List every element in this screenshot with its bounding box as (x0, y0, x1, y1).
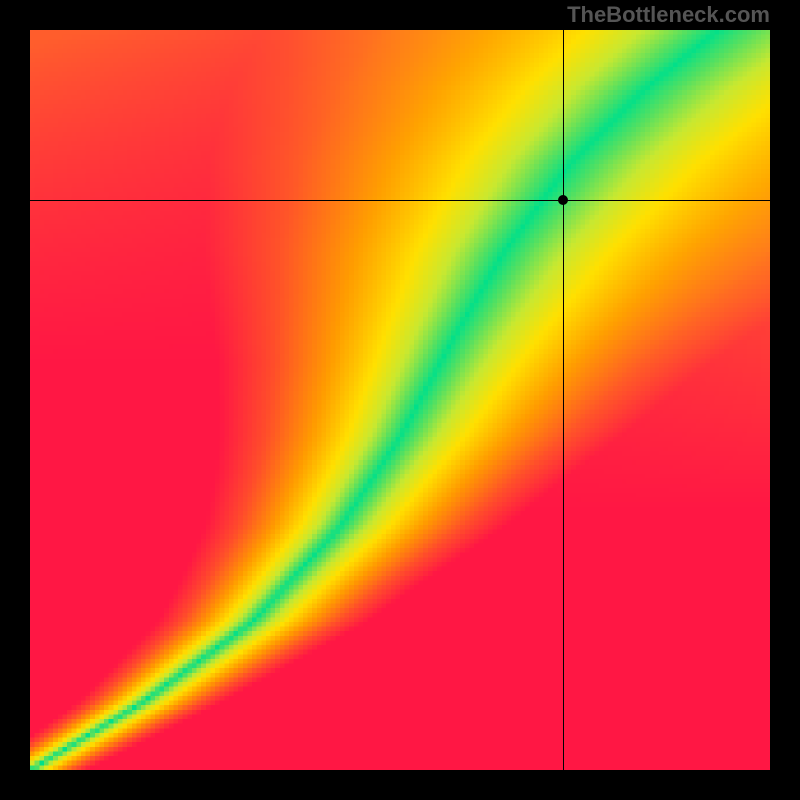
crosshair-horizontal (30, 200, 770, 201)
watermark-text: TheBottleneck.com (567, 2, 770, 28)
heatmap-plot (30, 30, 770, 770)
heatmap-canvas (30, 30, 770, 770)
chart-container: TheBottleneck.com (0, 0, 800, 800)
crosshair-marker (558, 195, 568, 205)
crosshair-vertical (563, 30, 564, 770)
